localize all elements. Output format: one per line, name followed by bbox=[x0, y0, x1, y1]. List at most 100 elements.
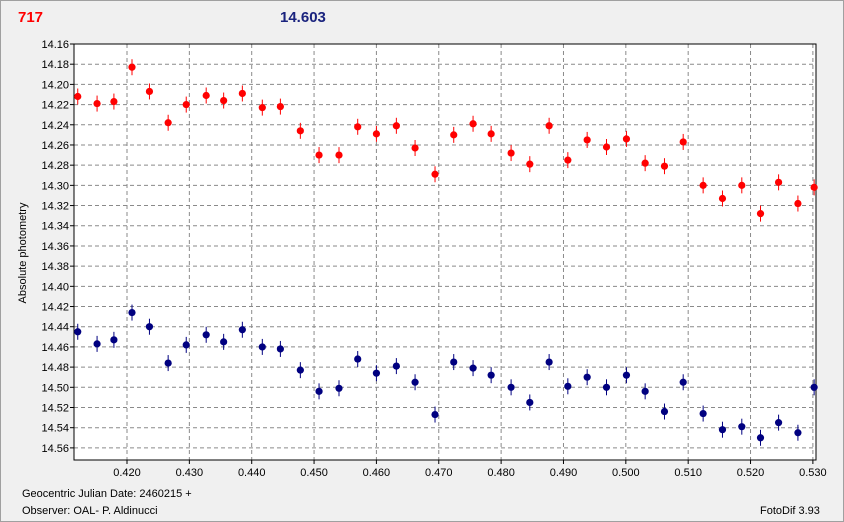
data-point bbox=[335, 151, 343, 159]
x-tick-label: 0.490 bbox=[550, 467, 578, 479]
data-point bbox=[450, 358, 458, 366]
data-point bbox=[564, 156, 572, 164]
y-tick-label: 14.52 bbox=[41, 402, 69, 414]
y-tick-label: 14.44 bbox=[41, 322, 69, 334]
x-tick-label: 0.430 bbox=[176, 467, 204, 479]
data-point bbox=[220, 338, 228, 346]
y-tick-label: 14.38 bbox=[41, 261, 69, 273]
x-tick-label: 0.480 bbox=[487, 467, 515, 479]
x-tick-label: 0.530 bbox=[799, 467, 827, 479]
y-tick-label: 14.36 bbox=[41, 241, 69, 253]
data-point bbox=[545, 122, 553, 130]
data-point bbox=[93, 99, 101, 108]
data-point bbox=[564, 382, 572, 390]
header-left-value: 717 bbox=[18, 9, 44, 26]
data-point bbox=[660, 162, 669, 170]
y-tick-label: 14.28 bbox=[41, 160, 69, 172]
data-point bbox=[738, 181, 746, 189]
data-point bbox=[110, 97, 118, 106]
data-point bbox=[431, 410, 439, 419]
data-point bbox=[641, 159, 649, 167]
plot-area bbox=[74, 44, 816, 460]
y-tick-label: 14.18 bbox=[41, 59, 69, 71]
header-right-value: 14.603 bbox=[280, 9, 326, 26]
y-tick-label: 14.56 bbox=[41, 443, 69, 455]
data-point bbox=[296, 127, 304, 135]
y-tick-label: 14.30 bbox=[41, 180, 69, 192]
y-tick-label: 14.20 bbox=[41, 79, 69, 91]
data-point bbox=[164, 119, 172, 127]
y-tick-label: 14.46 bbox=[41, 342, 69, 354]
data-point bbox=[315, 151, 323, 159]
data-point bbox=[128, 308, 136, 317]
data-point bbox=[182, 341, 190, 349]
data-point bbox=[354, 123, 362, 131]
data-point bbox=[238, 326, 246, 334]
data-point bbox=[145, 323, 154, 331]
data-point bbox=[738, 423, 746, 431]
y-tick-label: 14.22 bbox=[41, 100, 69, 112]
y-tick-label: 14.48 bbox=[41, 362, 69, 374]
x-tick-label: 0.440 bbox=[238, 467, 266, 479]
data-point bbox=[411, 378, 419, 386]
data-point bbox=[296, 366, 304, 374]
data-series bbox=[74, 59, 818, 446]
data-point bbox=[810, 383, 818, 391]
data-point bbox=[602, 143, 611, 151]
data-point bbox=[487, 371, 495, 379]
lower-series bbox=[74, 304, 818, 446]
data-point bbox=[641, 387, 649, 395]
data-point bbox=[74, 92, 82, 101]
grid bbox=[74, 43, 816, 460]
software-version-label: FotoDif 3.93 bbox=[760, 505, 820, 517]
data-point bbox=[411, 144, 419, 152]
data-point bbox=[110, 336, 118, 344]
data-point bbox=[526, 398, 534, 407]
data-point bbox=[164, 359, 172, 367]
x-tick-label: 0.420 bbox=[113, 467, 141, 479]
x-tick-label: 0.520 bbox=[737, 467, 765, 479]
x-tick-label: 0.470 bbox=[425, 467, 453, 479]
upper-series bbox=[74, 59, 818, 222]
data-point bbox=[718, 426, 727, 434]
x-tick-label: 0.460 bbox=[363, 467, 391, 479]
data-point bbox=[335, 384, 343, 392]
data-point bbox=[810, 183, 818, 191]
y-tick-label: 14.16 bbox=[41, 39, 69, 51]
observer-label: Observer: OAL- P. Aldinucci bbox=[22, 505, 158, 517]
data-point bbox=[622, 371, 631, 379]
y-tick-label: 14.54 bbox=[41, 423, 69, 435]
data-point bbox=[756, 210, 765, 218]
data-point bbox=[679, 138, 687, 146]
data-point bbox=[372, 369, 381, 377]
x-tick-label: 0.450 bbox=[300, 467, 328, 479]
x-tick-label: 0.510 bbox=[674, 467, 702, 479]
data-point bbox=[202, 91, 210, 100]
data-point bbox=[622, 135, 631, 143]
plot-border bbox=[73, 43, 817, 461]
data-point bbox=[469, 364, 477, 372]
data-point bbox=[660, 407, 669, 416]
data-point bbox=[583, 373, 591, 381]
data-point bbox=[583, 136, 591, 144]
data-point bbox=[602, 383, 611, 391]
data-point bbox=[93, 340, 101, 348]
julian-date-label: Geocentric Julian Date: 2460215 + bbox=[22, 488, 192, 500]
data-point bbox=[392, 122, 400, 130]
axes: 14.16 14.18 14.20 14.22 14.24 14.26 14.28 14.30… bbox=[41, 39, 826, 479]
data-point bbox=[699, 181, 707, 189]
y-tick-label: 14.26 bbox=[41, 140, 69, 152]
y-axis-label: Absolute photometry bbox=[17, 202, 29, 303]
data-point bbox=[526, 160, 534, 168]
data-point bbox=[431, 170, 439, 178]
data-point bbox=[202, 331, 210, 339]
data-point bbox=[276, 345, 284, 353]
data-point bbox=[392, 362, 400, 370]
data-point bbox=[774, 178, 783, 186]
y-tick-label: 14.24 bbox=[41, 120, 69, 132]
data-point bbox=[794, 199, 802, 208]
data-point bbox=[182, 100, 190, 109]
data-point bbox=[258, 343, 266, 351]
y-tick-label: 14.42 bbox=[41, 302, 69, 314]
